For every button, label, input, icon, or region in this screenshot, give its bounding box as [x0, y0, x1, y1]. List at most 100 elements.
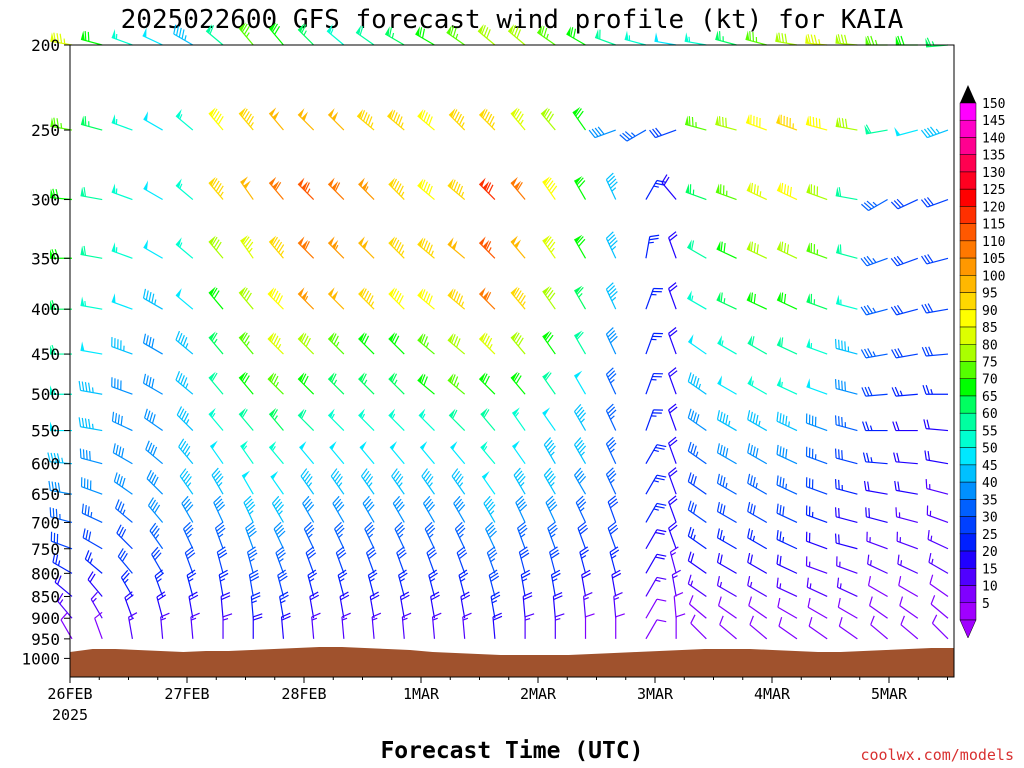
wind-barb [868, 596, 888, 619]
wind-barb [79, 448, 103, 465]
wind-barb [921, 254, 949, 265]
colorbar-label: 115 [982, 218, 1005, 233]
wind-barb [144, 408, 163, 432]
wind-barb [510, 235, 526, 259]
wind-barb [890, 304, 918, 316]
wind-barb [115, 499, 133, 523]
wind-barb [214, 521, 226, 549]
wind-barb [746, 291, 768, 310]
wind-barb [252, 613, 263, 639]
wind-barb [645, 553, 667, 574]
wind-barb [517, 521, 528, 549]
colorbar-swatch [959, 516, 977, 535]
wind-barb [716, 473, 737, 495]
wind-barb [687, 334, 707, 355]
wind-barb [480, 407, 496, 431]
wind-barb [486, 546, 498, 574]
wind-barb [329, 441, 345, 465]
wind-barb [268, 441, 284, 465]
wind-barb [554, 613, 565, 639]
wind-barb [510, 107, 526, 131]
y-tick-label: 700 [31, 513, 60, 532]
wind-barb [690, 614, 707, 640]
wind-barb [835, 243, 858, 259]
wind-barb [335, 546, 347, 574]
wind-barb [543, 467, 556, 495]
wind-barb [520, 569, 531, 597]
wind-barb [216, 546, 228, 574]
wind-barb [297, 287, 315, 310]
colorbar-swatch [959, 395, 977, 414]
wind-barb [609, 546, 620, 574]
y-tick-label: 250 [31, 121, 60, 140]
colorbar-swatch [959, 361, 977, 379]
colorbar-label: 55 [982, 424, 998, 439]
colorbar-label: 75 [982, 356, 998, 371]
wind-barb [205, 23, 224, 46]
wind-barb [48, 480, 73, 495]
wind-barb [388, 287, 405, 310]
wind-barb [716, 291, 737, 310]
wind-barb [208, 176, 224, 200]
wind-barb [645, 234, 660, 259]
wind-barb [607, 521, 619, 549]
wind-barb [892, 421, 918, 432]
wind-barb [834, 415, 858, 432]
wind-barb [573, 370, 587, 395]
wind-barb [668, 495, 678, 523]
wind-barb [80, 296, 103, 310]
wind-barb [238, 107, 254, 131]
wind-barb [684, 115, 707, 131]
wind-barb [179, 468, 194, 495]
wind-barb [447, 237, 466, 259]
wind-barb [835, 294, 858, 310]
wind-barb [389, 441, 405, 465]
wind-barb [184, 546, 196, 574]
colorbar-swatch [959, 275, 977, 293]
wind-barb [605, 282, 618, 310]
wind-barb [805, 477, 828, 495]
y-tick-label: 800 [31, 564, 60, 583]
wind-barb [716, 410, 737, 432]
wind-barb [645, 529, 667, 550]
wind-barb [243, 495, 256, 523]
wind-barb [867, 554, 888, 574]
wind-barb [94, 611, 103, 640]
wind-barb [327, 408, 345, 431]
wind-barb [860, 348, 888, 359]
wind-barb [645, 598, 667, 619]
wind-barb [146, 469, 164, 495]
wind-barb [542, 407, 556, 431]
wind-barb [865, 507, 888, 524]
wind-barb [208, 286, 224, 310]
wind-barb [365, 546, 377, 574]
wind-barb [143, 239, 163, 259]
wind-barb [930, 595, 949, 619]
wind-barb [805, 446, 828, 465]
colorbar-label: 15 [982, 562, 998, 577]
wind-barb [777, 597, 798, 619]
wind-barb [80, 115, 103, 131]
wind-barb [511, 440, 526, 465]
colorbar-swatch [959, 257, 977, 276]
wind-barb [208, 371, 224, 395]
wind-barb [326, 23, 345, 46]
wind-barb [156, 591, 167, 619]
wind-barb [388, 177, 405, 200]
colorbar-swatch [959, 464, 977, 483]
colorbar-swatch [959, 447, 977, 466]
colorbar-swatch [959, 585, 977, 604]
wind-barb [154, 569, 164, 597]
wind-barb [113, 472, 133, 495]
wind-barb [835, 34, 858, 46]
wind-barb [337, 569, 348, 597]
wind-barb [145, 440, 164, 465]
wind-barb [893, 452, 918, 465]
wind-barb [478, 236, 496, 259]
wind-barb [805, 413, 828, 432]
wind-barb [645, 619, 667, 640]
wind-barb [111, 337, 133, 355]
ground-terrain [70, 647, 954, 677]
wind-barb [392, 495, 405, 523]
wind-barb [175, 178, 194, 200]
